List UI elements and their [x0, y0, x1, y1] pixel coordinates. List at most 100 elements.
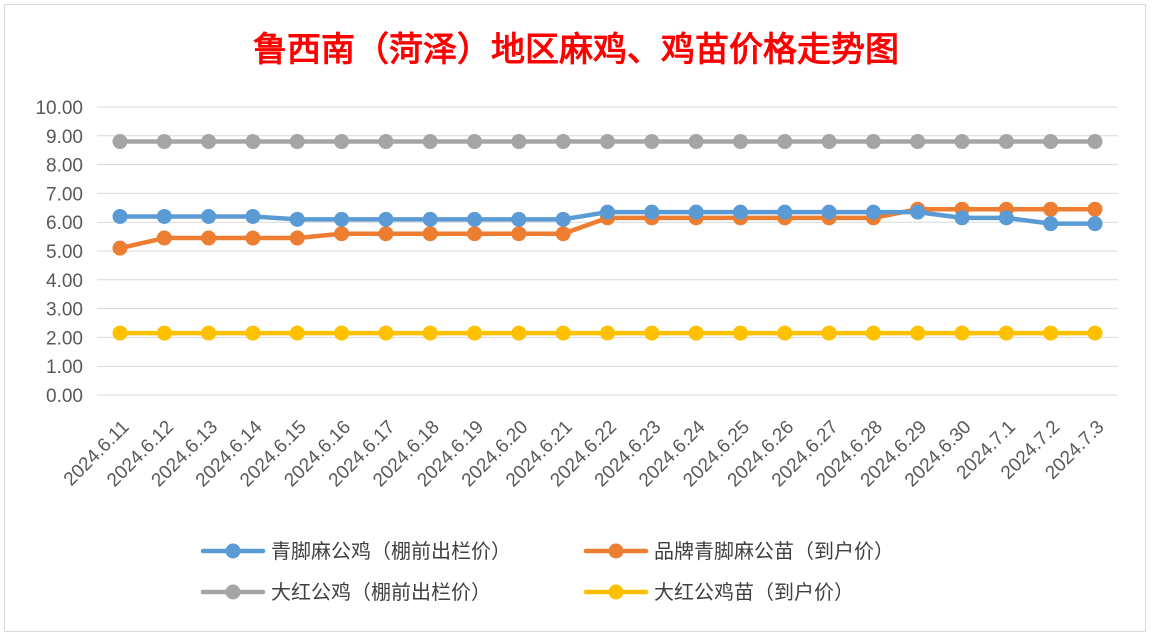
- data-point: [289, 211, 305, 227]
- data-point: [954, 210, 970, 226]
- data-point: [865, 325, 881, 341]
- legend-swatch-marker: [225, 584, 241, 600]
- data-point: [112, 240, 128, 256]
- x-axis-ticks: 2024.6.112024.6.122024.6.132024.6.142024…: [60, 416, 1109, 491]
- data-point: [422, 134, 438, 150]
- data-point: [334, 134, 350, 150]
- data-point: [910, 134, 926, 150]
- data-point: [777, 325, 793, 341]
- legend-swatch-marker: [225, 543, 241, 559]
- legend-label: 大红公鸡苗（到户价）: [654, 580, 854, 604]
- data-point: [1087, 216, 1103, 232]
- data-point: [1043, 216, 1059, 232]
- y-tick-label: 8.00: [46, 156, 83, 177]
- data-point: [422, 211, 438, 227]
- data-point: [156, 325, 172, 341]
- data-point: [334, 325, 350, 341]
- legend-item: 大红公鸡苗（到户价）: [583, 580, 854, 604]
- data-point: [156, 134, 172, 150]
- data-point: [378, 226, 394, 242]
- data-point: [732, 134, 748, 150]
- data-point: [600, 134, 615, 150]
- data-point: [289, 134, 305, 150]
- data-point: [156, 208, 172, 224]
- legend-item: 大红公鸡（棚前出栏价）: [200, 580, 491, 604]
- data-point: [511, 226, 527, 242]
- data-point: [998, 134, 1014, 150]
- legend-swatch-marker: [608, 543, 624, 559]
- data-point: [821, 325, 837, 341]
- data-point: [1043, 325, 1059, 341]
- data-point: [910, 204, 926, 220]
- data-point: [688, 134, 704, 150]
- data-point: [600, 204, 615, 220]
- data-point: [1087, 201, 1103, 217]
- data-point: [688, 325, 704, 341]
- data-point: [112, 325, 128, 341]
- data-point: [1043, 201, 1059, 217]
- data-point: [245, 230, 261, 246]
- y-tick-label: 6.00: [46, 213, 83, 234]
- y-tick-label: 7.00: [46, 184, 83, 205]
- y-tick-label: 5.00: [46, 242, 83, 263]
- data-point: [644, 134, 660, 150]
- legend: 青脚麻公鸡（棚前出栏价） 品牌青脚麻公苗（到户价） 大红公鸡（棚前出栏价） 大红公鸡苗…: [200, 539, 894, 604]
- data-point: [998, 210, 1014, 226]
- series-lines: [112, 134, 1103, 341]
- y-tick-label: 3.00: [46, 300, 83, 321]
- legend-label: 青脚麻公鸡（棚前出栏价）: [271, 539, 511, 563]
- data-point: [378, 325, 394, 341]
- data-point: [910, 325, 926, 341]
- legend-swatch-marker: [608, 584, 624, 600]
- y-tick-label: 2.00: [46, 328, 83, 349]
- data-point: [511, 134, 527, 150]
- data-point: [998, 325, 1014, 341]
- data-point: [555, 211, 571, 227]
- data-point: [777, 134, 793, 150]
- data-point: [954, 134, 970, 150]
- chart-title: 鲁西南（菏泽）地区麻鸡、鸡苗价格走势图: [253, 30, 899, 70]
- data-point: [644, 325, 660, 341]
- data-point: [156, 230, 172, 246]
- data-point: [245, 208, 261, 224]
- data-point: [511, 325, 527, 341]
- data-point: [378, 134, 394, 150]
- y-tick-label: 9.00: [46, 127, 83, 148]
- data-point: [600, 325, 615, 341]
- y-axis-ticks: 0.00 1.00 2.00 3.00 4.00 5.00 6.00 7.00 8.00 9.00…: [35, 98, 83, 407]
- data-point: [732, 325, 748, 341]
- data-point: [865, 204, 881, 220]
- data-point: [1087, 325, 1103, 341]
- data-point: [688, 204, 704, 220]
- data-point: [289, 325, 305, 341]
- data-point: [865, 134, 881, 150]
- data-point: [467, 134, 483, 150]
- data-point: [201, 134, 217, 150]
- data-point: [467, 226, 483, 242]
- data-point: [1087, 134, 1103, 150]
- data-point: [954, 325, 970, 341]
- gridlines: [97, 106, 1118, 396]
- data-point: [821, 134, 837, 150]
- series-2: [112, 134, 1103, 150]
- data-point: [112, 134, 128, 150]
- chart-frame: [4, 4, 1146, 632]
- data-point: [201, 230, 217, 246]
- legend-label: 品牌青脚麻公苗（到户价）: [654, 539, 894, 563]
- legend-item: 品牌青脚麻公苗（到户价）: [583, 539, 894, 563]
- y-tick-label: 10.00: [35, 98, 83, 119]
- data-point: [467, 325, 483, 341]
- data-point: [201, 325, 217, 341]
- data-point: [201, 208, 217, 224]
- data-point: [422, 325, 438, 341]
- data-point: [334, 211, 350, 227]
- data-point: [732, 204, 748, 220]
- y-tick-label: 0.00: [46, 386, 83, 407]
- data-point: [555, 226, 571, 242]
- data-point: [511, 211, 527, 227]
- series-0: [112, 204, 1103, 232]
- y-tick-label: 1.00: [46, 357, 83, 378]
- data-point: [644, 204, 660, 220]
- series-3: [112, 325, 1103, 341]
